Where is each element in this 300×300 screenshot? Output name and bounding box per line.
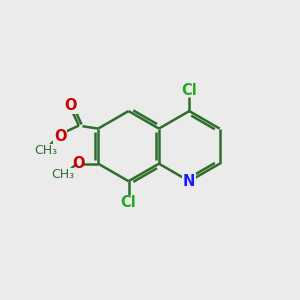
Text: CH₃: CH₃ xyxy=(51,168,74,181)
Text: O: O xyxy=(73,156,85,171)
Text: O: O xyxy=(54,129,66,144)
Text: O: O xyxy=(64,98,77,113)
Text: Cl: Cl xyxy=(121,194,136,209)
Text: Cl: Cl xyxy=(182,83,197,98)
Text: CH₃: CH₃ xyxy=(34,144,57,158)
Text: N: N xyxy=(183,174,196,189)
